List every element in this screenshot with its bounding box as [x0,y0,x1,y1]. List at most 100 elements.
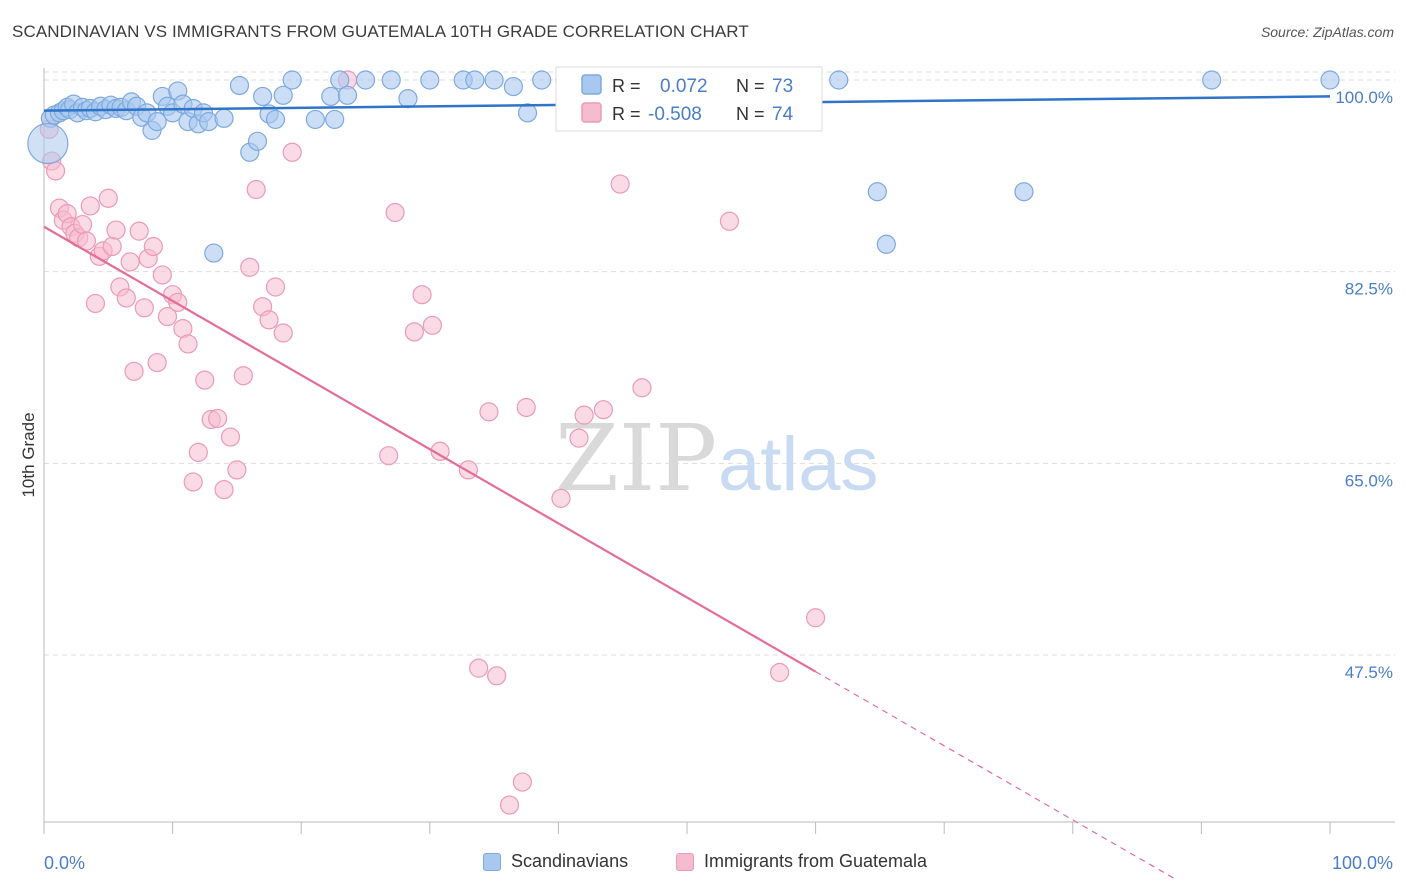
point-scandinavians [27,122,69,165]
point-guatemala [208,408,228,429]
point-scandinavians [321,86,341,107]
point-guatemala [80,196,100,216]
point-guatemala [719,211,740,231]
point-guatemala [214,480,234,500]
axes [43,68,1395,834]
point-scandinavians [204,243,224,263]
point-guatemala [183,472,203,492]
legend-n-value-1: 73 [772,76,793,97]
point-guatemala [516,397,536,418]
legend-item-scandinavians[interactable]: Scandinavians [483,851,628,872]
point-scandinavians [199,112,219,132]
point-guatemala [430,441,450,461]
point-scandinavians [1202,70,1222,90]
point-guatemala [227,460,247,480]
point-guatemala [188,442,208,462]
point-scandinavians [305,109,325,130]
legend-n-value-2: 74 [772,104,794,125]
point-scandinavians [273,85,293,105]
point-scandinavians [325,109,345,130]
point-guatemala [499,795,520,815]
point-scandinavians [355,70,376,90]
point-guatemala [265,277,286,297]
point-scandinavians [876,234,896,254]
point-scandinavians [465,70,485,90]
legend-series: Scandinavians Immigrants from Guatemala [0,851,1406,879]
point-guatemala [143,236,163,257]
point-scandinavians [503,76,523,97]
point-guatemala [102,236,122,257]
y-axis-label: 10th Grade [19,412,38,497]
legend-r-value-2: -0.508 [648,104,702,125]
point-guatemala [487,666,507,686]
legend-correlation: R = 0.072 N = 73 R = -0.508 N = 74 [555,66,823,132]
y-tick-label: 82.5% [1345,280,1393,299]
point-guatemala [85,293,106,314]
series-scandinavians-points [27,70,1340,263]
point-guatemala [220,427,241,447]
y-tick-label: 100.0% [1335,88,1393,107]
point-guatemala [379,446,399,466]
y-tick-label: 47.5% [1345,663,1393,682]
legend-label-guatemala: Immigrants from Guatemala [704,851,928,871]
point-guatemala [632,378,652,398]
point-guatemala [152,265,172,285]
point-scandinavians [398,89,418,109]
point-guatemala [404,322,424,342]
point-scandinavians [265,109,286,130]
point-guatemala [124,361,144,381]
trend-line-guatemala-extrapolated [815,671,1176,880]
point-guatemala [98,188,118,208]
source-credit: Source: ZipAtlas.com [1260,24,1394,40]
legend-swatch-blue [581,74,602,95]
point-scandinavians [229,75,250,96]
legend-swatch-scandinavians [483,852,501,871]
x-tick-label: 100.0% [1332,853,1393,873]
point-scandinavians [253,86,273,107]
legend-n-label-2: N = [736,104,765,124]
point-guatemala [157,306,178,327]
point-scandinavians [381,70,401,90]
point-guatemala [512,772,532,792]
point-guatemala [129,221,149,241]
point-guatemala [282,142,302,162]
point-guatemala [412,285,432,305]
point-guatemala [385,202,405,223]
point-guatemala [593,400,614,420]
tick-labels: 100.0% 82.5% 65.0% 47.5% 0.0% 100.0% [44,88,1393,873]
point-guatemala [469,658,489,678]
point-guatemala [551,488,571,508]
legend-n-label-1: N = [736,76,765,96]
point-scandinavians [532,70,552,90]
trend-line-guatemala [43,225,817,673]
point-guatemala [195,370,215,390]
legend-item-guatemala[interactable]: Immigrants from Guatemala [676,851,927,872]
point-guatemala [246,179,266,200]
point-guatemala [147,352,167,373]
point-guatemala [233,366,253,386]
point-guatemala [574,405,594,425]
point-guatemala [116,288,136,308]
legend-r-label-2: R = [612,104,641,124]
series-guatemala-points [39,70,826,815]
point-guatemala [479,402,499,422]
point-guatemala [120,252,140,272]
y-tick-label: 65.0% [1345,471,1393,490]
legend-label-scandinavians: Scandinavians [511,851,629,871]
legend-swatch-pink [581,102,602,123]
point-guatemala [805,608,826,628]
point-guatemala [45,161,66,181]
point-scandinavians [247,131,268,151]
point-guatemala [422,315,442,335]
point-scandinavians [1014,182,1034,202]
point-scandinavians [420,70,440,90]
point-scandinavians [867,182,887,202]
point-guatemala [273,323,293,343]
point-guatemala [106,220,126,240]
legend-swatch-guatemala [676,852,694,871]
point-guatemala [569,428,589,448]
point-guatemala [178,334,198,354]
point-scandinavians [1320,70,1340,90]
point-guatemala [610,174,630,194]
